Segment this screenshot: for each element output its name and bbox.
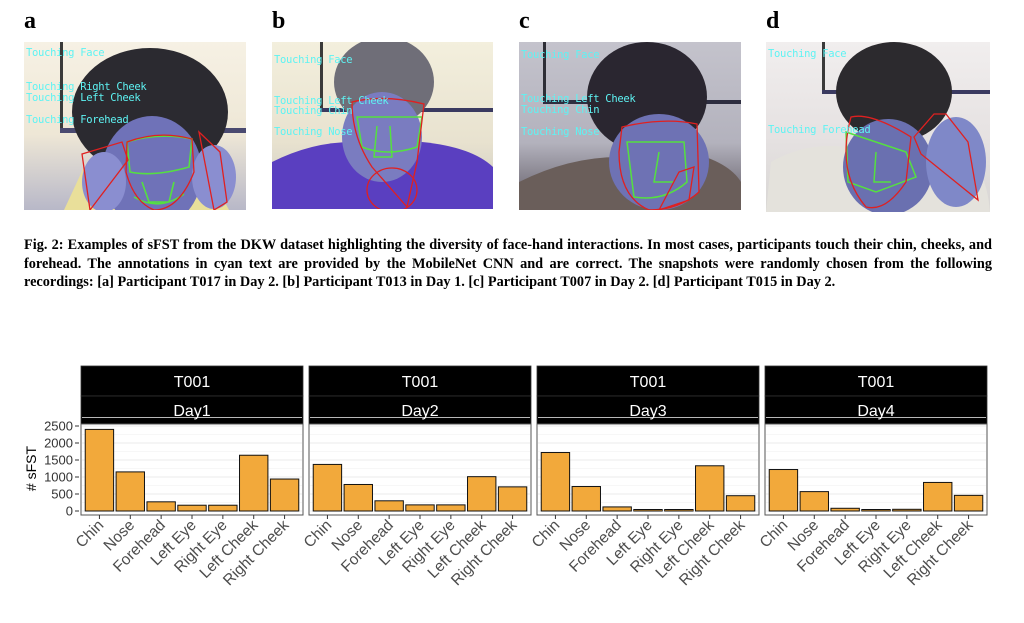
annotation: Touching Face — [274, 54, 353, 66]
facet-strip-participant — [308, 365, 532, 397]
annotation: Touching Left Cheek — [26, 92, 141, 104]
bar-chin — [768, 469, 799, 512]
bar-forehead — [830, 507, 860, 512]
facet-strip-day-label: Day2 — [401, 403, 438, 420]
bar-right-eye — [892, 508, 922, 512]
bar-forehead — [374, 500, 404, 512]
facet-strip-day-label: Day4 — [857, 403, 894, 420]
annotation: Touching Face — [768, 48, 847, 60]
bar-right-cheek — [953, 494, 984, 512]
facet-panel — [536, 423, 760, 516]
annotation: Touching Left Cheek — [521, 93, 636, 105]
x-tick-label: Chin — [757, 517, 792, 552]
panel-label-b: b — [272, 8, 286, 34]
panel-label-a: a — [24, 8, 36, 34]
figure-caption: Fig. 2: Examples of sFST from the DKW da… — [24, 237, 992, 290]
bar-left-cheek — [467, 476, 497, 512]
bar-left-eye — [633, 509, 663, 512]
snapshot-d-drawing — [766, 42, 990, 212]
x-tick-label: Chin — [73, 517, 108, 552]
facet-strip-participant-label: T001 — [174, 374, 211, 391]
bar-right-cheek — [725, 495, 756, 512]
y-axis-title: # sFST — [23, 445, 39, 491]
facet-panel — [308, 423, 532, 516]
y-tick-label: 500 — [51, 487, 73, 502]
facet-strip-participant-label: T001 — [630, 374, 667, 391]
facet-strip-day-label: Day1 — [173, 403, 210, 420]
annotation: Touching Forehead — [26, 114, 129, 126]
facet-strip-participant-label: T001 — [858, 374, 895, 391]
y-tick-label: 0 — [66, 504, 73, 519]
snapshot-d: Touching Face Touching Forehead — [766, 42, 990, 212]
bar-forehead — [146, 501, 176, 512]
bar-left-cheek — [923, 481, 953, 512]
annotation: Touching Forehead — [768, 124, 871, 136]
y-tick-label: 1500 — [44, 453, 73, 468]
annotation: Touching Nose — [521, 126, 600, 138]
y-tick-label: 2000 — [44, 436, 73, 451]
facet-strip-day — [80, 395, 304, 425]
x-tick-label: Chin — [301, 517, 336, 552]
annotation: Touching Nose — [274, 126, 353, 138]
snapshot-b-drawing — [272, 42, 493, 209]
facet-strip-day — [536, 395, 760, 425]
annotation: Touching Left Cheek — [274, 95, 389, 107]
annotation: Touching Chin — [521, 104, 600, 116]
x-tick-label: Chin — [529, 517, 564, 552]
bar-left-eye — [861, 509, 891, 512]
panel-label-c: c — [519, 8, 530, 34]
bar-nose — [115, 471, 145, 512]
snapshot-c: Touching Face Touching Left Cheek Touchi… — [519, 42, 741, 210]
facet-strip-participant — [764, 365, 988, 397]
facet-strip-day — [764, 395, 988, 425]
facet-panel — [80, 423, 304, 516]
bar-forehead — [602, 506, 632, 512]
bar-nose — [571, 486, 601, 512]
snapshot-a-drawing — [60, 42, 246, 210]
bar-right-eye — [436, 504, 466, 512]
bar-right-cheek — [269, 478, 300, 512]
snapshot-b: Touching Face Touching Left Cheek Touchi… — [272, 42, 493, 209]
bar-left-cheek — [695, 465, 725, 512]
panel-label-d: d — [766, 8, 780, 34]
facet-strip-day-label: Day3 — [629, 403, 666, 420]
bar-chin — [84, 428, 115, 512]
bar-nose — [343, 483, 373, 512]
snapshot-a: Touching Face Touching Right Cheek Touch… — [24, 42, 246, 210]
facet-strip-participant — [80, 365, 304, 397]
facet-strip-participant-label: T001 — [402, 374, 439, 391]
snapshot-c-drawing — [519, 42, 741, 210]
bar-right-eye — [208, 504, 238, 512]
bar-right-cheek — [497, 486, 528, 512]
bar-chin — [312, 463, 343, 512]
annotation: Touching Right Cheek — [26, 81, 147, 93]
bar-left-eye — [405, 504, 435, 512]
y-tick-label: 2500 — [44, 419, 73, 434]
bar-chin — [540, 452, 571, 512]
bar-left-eye — [177, 504, 207, 512]
annotation: Touching Face — [521, 49, 600, 61]
bar-right-eye — [664, 509, 694, 512]
bar-nose — [799, 491, 829, 512]
bar-left-cheek — [239, 454, 269, 512]
annotation: Touching Chin — [274, 105, 353, 117]
annotation: Touching Face — [26, 47, 105, 59]
y-tick-label: 1000 — [44, 470, 73, 485]
facet-panel — [764, 423, 988, 516]
